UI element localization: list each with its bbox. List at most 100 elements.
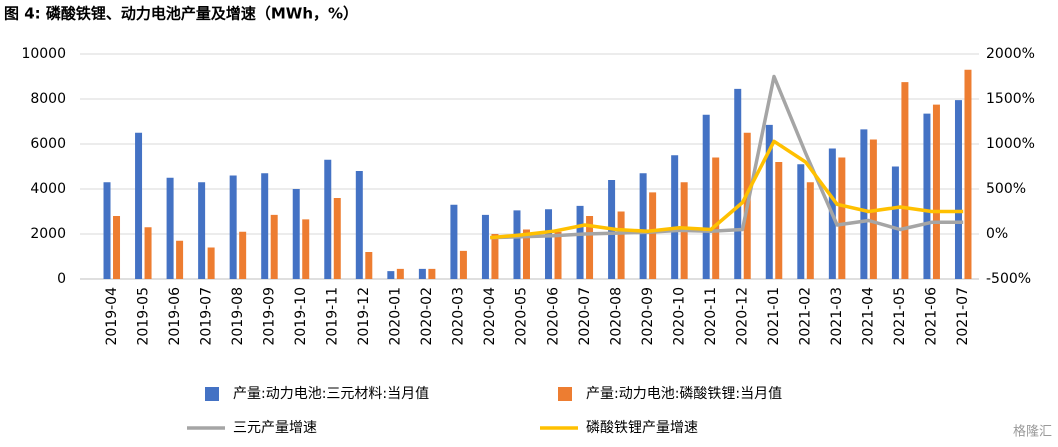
bar [932, 104, 940, 279]
x-tick-label: 2021-03 [829, 287, 845, 346]
x-tick-label: 2020-11 [703, 287, 719, 346]
line [490, 139, 964, 240]
bar [838, 157, 846, 279]
bar [734, 88, 742, 279]
bar [649, 192, 657, 279]
x-tick-label: 2021-02 [798, 287, 814, 346]
bar [103, 182, 111, 279]
bar [459, 250, 467, 279]
x-tick-label: 2020-08 [608, 287, 624, 346]
bar [513, 210, 521, 279]
legend-swatch [205, 387, 219, 401]
y2-tick-label: 1500% [986, 91, 1035, 107]
bar [765, 124, 773, 279]
bar [302, 219, 310, 279]
bar [671, 155, 679, 279]
line [490, 74, 964, 240]
x-tick-label: 2019-08 [230, 287, 246, 346]
y2-tick-label: 0% [986, 226, 1008, 242]
x-tick-label: 2019-11 [325, 287, 341, 346]
bar [712, 157, 720, 279]
x-tick-label: 2020-05 [514, 287, 530, 346]
x-tick-label: 2019-12 [356, 287, 372, 346]
y-tick-label: 0 [57, 271, 66, 287]
x-tick-label: 2019-09 [261, 287, 277, 346]
bar [166, 177, 174, 279]
bar [333, 198, 341, 279]
bar [324, 159, 332, 279]
x-tick-label: 2019-06 [167, 287, 183, 346]
bar [775, 162, 783, 279]
x-tick-label: 2019-10 [293, 287, 309, 346]
bar [522, 229, 530, 279]
x-tick-label: 2019-04 [104, 287, 120, 346]
bar [135, 132, 143, 279]
bar [954, 100, 962, 279]
y-tick-label: 8000 [30, 91, 66, 107]
y2-tick-label: 2000% [986, 46, 1035, 62]
legend-label: 三元产量增速 [233, 420, 317, 436]
y-tick-label: 10000 [21, 46, 66, 62]
bar [702, 114, 710, 279]
legend-label: 磷酸铁锂产量增速 [586, 420, 698, 436]
x-tick-label: 2021-04 [861, 287, 877, 346]
bar [198, 182, 206, 279]
bar [617, 211, 625, 279]
bar [860, 129, 868, 279]
bar [418, 268, 426, 279]
x-tick-label: 2021-01 [766, 287, 782, 346]
bar [923, 113, 931, 279]
bar [113, 216, 121, 279]
x-tick-label: 2020-06 [545, 287, 561, 346]
x-tick-label: 2020-12 [734, 287, 750, 346]
bar [229, 175, 237, 279]
bar [428, 268, 436, 279]
bar [176, 240, 184, 279]
y-tick-label: 6000 [30, 136, 66, 152]
x-tick-label: 2020-04 [482, 287, 498, 346]
bar [144, 227, 152, 279]
bar [586, 216, 594, 279]
bar [797, 164, 805, 279]
bar [806, 182, 814, 279]
x-tick-label: 2020-01 [388, 287, 404, 346]
bar [261, 173, 269, 279]
x-tick-label: 2020-03 [451, 287, 467, 346]
y2-tick-label: 1000% [986, 136, 1035, 152]
bar [387, 271, 395, 279]
x-tick-label: 2021-07 [955, 287, 971, 346]
bar [481, 214, 489, 279]
chart-title: 图 4: 磷酸铁锂、动力电池产量及增速（MWh，%） [4, 5, 358, 23]
bar [239, 231, 247, 279]
y-tick-label: 2000 [30, 226, 66, 242]
x-tick-label: 2021-06 [924, 287, 940, 346]
y2-tick-label: 500% [986, 181, 1026, 197]
bar [450, 204, 458, 279]
legend-label: 产量:动力电池:磷酸铁锂:当月值 [586, 386, 782, 402]
x-tick-label: 2019-07 [198, 287, 214, 346]
x-tick-label: 2020-02 [419, 287, 435, 346]
bar [901, 82, 909, 279]
x-tick-label: 2021-05 [892, 287, 908, 346]
x-tick-label: 2020-10 [671, 287, 687, 346]
y2-tick-label: -500% [986, 271, 1031, 287]
bar [207, 247, 215, 279]
x-tick-label: 2020-07 [577, 287, 593, 346]
bar [554, 231, 562, 279]
bar [576, 205, 584, 279]
x-tick-label: 2020-09 [640, 287, 656, 346]
bar [545, 209, 553, 279]
bar [396, 268, 404, 279]
watermark: 格隆汇 [1013, 424, 1052, 440]
x-tick-label: 2019-05 [135, 287, 151, 346]
y-tick-label: 4000 [30, 181, 66, 197]
bar [270, 214, 278, 279]
bar [365, 252, 373, 279]
bar [639, 173, 647, 279]
bar [355, 171, 363, 279]
legend-swatch [558, 387, 572, 401]
bar [292, 189, 300, 279]
bar [891, 166, 899, 279]
legend-label: 产量:动力电池:三元材料:当月值 [233, 386, 429, 402]
